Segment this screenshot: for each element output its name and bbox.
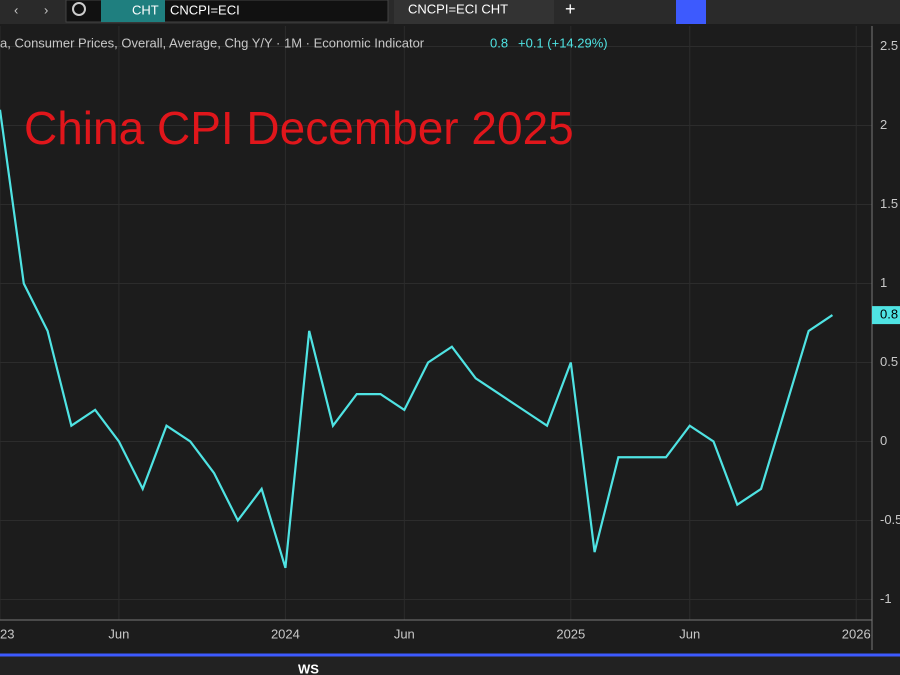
tab-badge [101,0,165,22]
ric-input[interactable]: CNCPI=ECI [170,2,240,17]
legend-change: +0.1 (+14.29%) [518,35,608,50]
add-tab[interactable]: + [565,0,576,19]
last-value-label: 0.8 [880,307,898,322]
data-line [0,109,834,569]
search-icon [72,2,86,16]
overlay-title: China CPI December 2025 [24,102,574,154]
x-tick-label: 2025 [556,626,585,641]
legend-last: 0.8 [490,35,508,50]
x-tick-label: Jun [679,626,700,641]
y-tick-label: 1.5 [880,196,898,211]
y-tick-label: -1 [880,591,892,606]
forward-button[interactable]: › [44,2,48,17]
active-tab[interactable] [394,0,554,24]
back-button[interactable]: ‹ [14,2,18,17]
bottom-tab[interactable]: WS [298,661,319,675]
y-tick-label: 1 [880,275,887,290]
y-tick-label: 0.5 [880,354,898,369]
tab-label[interactable]: CNCPI=ECI CHT [408,1,508,16]
x-tick-label: 2026 [842,626,871,641]
x-tick-label: Jun [108,626,129,641]
legend-text: a, Consumer Prices, Overall, Average, Ch… [0,35,425,50]
badge-text: CHT [132,2,159,17]
bottom-toolbar [0,655,900,675]
y-tick-label: 2.5 [880,38,898,53]
last-value-tag [872,306,900,325]
y-tick-label: 2 [880,117,887,132]
y-tick-label: 0 [880,433,887,448]
y-tick-label: -0.5 [880,512,900,527]
link-button[interactable] [676,0,706,24]
x-tick-label: 2023 [0,626,14,641]
plot-area: -1 -0.5 0 0.5 1 1.5 2 2.5 2023 Jun 2024 Jun 2025 Jun 2… [0,26,900,650]
x-tick-label: 2024 [271,626,300,641]
x-tick-label: Jun [394,626,415,641]
